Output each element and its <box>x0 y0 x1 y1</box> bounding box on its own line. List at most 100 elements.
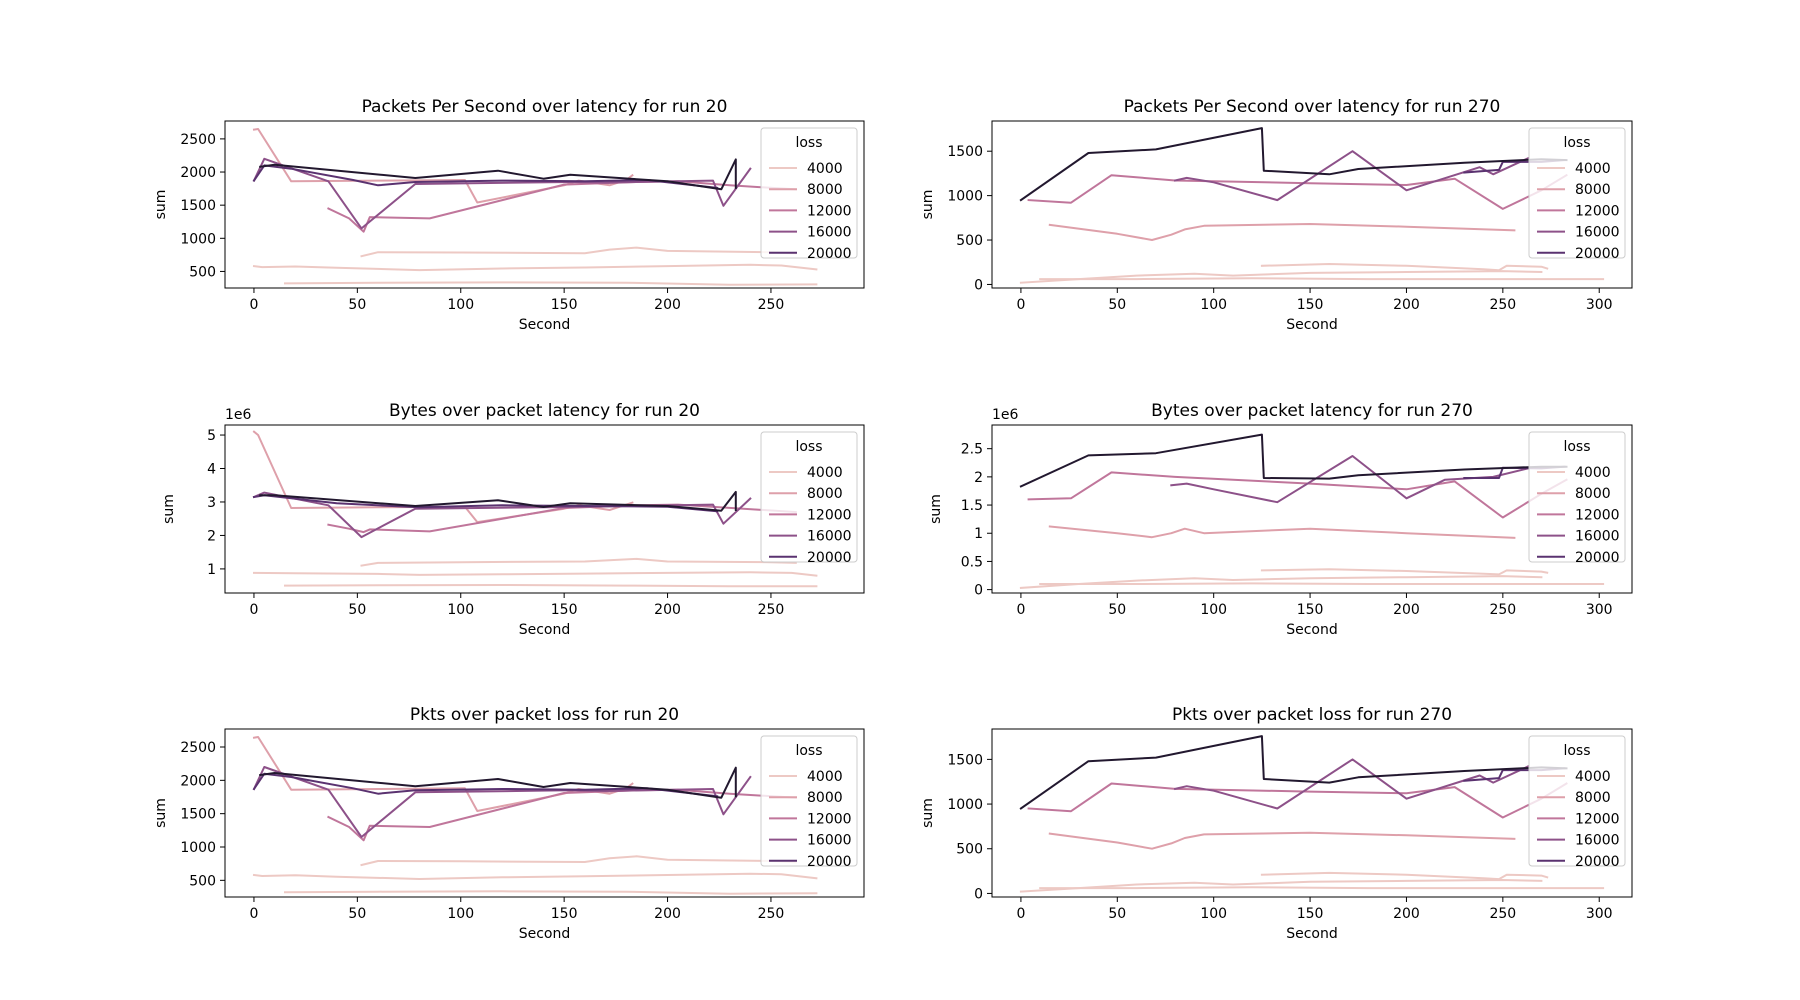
legend-box <box>760 735 858 867</box>
x-tick-label: 250 <box>758 602 785 618</box>
series-line-12000-4 <box>327 788 797 842</box>
y-tick-label: 0 <box>974 886 983 902</box>
subplot-5: 0 50 100 150 200 250 500 1000 1500 2000 2500 Pkts o… <box>153 705 865 942</box>
legend-title: loss <box>795 743 822 759</box>
x-tick-label: 100 <box>1200 297 1227 313</box>
x-tick-label: 50 <box>1108 906 1126 922</box>
x-tick-label: 200 <box>1393 602 1420 618</box>
x-axis-label: Second <box>519 926 571 942</box>
series-line-12000-4 <box>1027 782 1568 819</box>
series-line-4000-0 <box>1019 879 1543 893</box>
x-tick-label: 0 <box>1016 602 1025 618</box>
series-line-4000-1 <box>1039 886 1605 890</box>
x-tick-label: 50 <box>1108 602 1126 618</box>
series-line-12000-4 <box>1027 471 1568 519</box>
series-line-8000-3 <box>1048 223 1516 241</box>
series-lines <box>1019 735 1605 893</box>
series-line-8000-3 <box>1048 831 1516 850</box>
legend-title: loss <box>1563 743 1590 759</box>
legend-title: loss <box>795 439 822 455</box>
x-tick-label: 50 <box>348 906 366 922</box>
legend-title: loss <box>1563 439 1590 455</box>
legend-label: 8000 <box>1575 182 1611 198</box>
legend-label: 12000 <box>1575 811 1620 827</box>
x-tick-label: 150 <box>551 297 578 313</box>
series-line-24000-7 <box>259 158 737 191</box>
axes-frame <box>991 424 1633 594</box>
y-tick-label: 3 <box>207 495 216 511</box>
y-axis-label: sum <box>920 190 936 220</box>
legend: loss 4000 8000 12000 16000 20000 <box>1528 127 1626 262</box>
series-line-16000-5 <box>1173 150 1530 202</box>
chart-title: Bytes over packet latency for run 20 <box>389 401 700 421</box>
legend-title: loss <box>1563 135 1590 151</box>
x-tick-label: 150 <box>1297 602 1324 618</box>
legend-label: 20000 <box>1575 246 1620 262</box>
x-tick-label: 150 <box>551 602 578 618</box>
y-tick-label: 2500 <box>180 132 216 148</box>
chart-title: Bytes over packet latency for run 270 <box>1151 401 1473 421</box>
series-lines <box>1019 433 1605 589</box>
series-line-20000-6 <box>252 164 719 190</box>
legend: loss 4000 8000 12000 16000 20000 <box>760 431 858 566</box>
y-axis-label: sum <box>928 494 944 524</box>
legend-label: 20000 <box>807 550 852 566</box>
legend-label: 12000 <box>807 507 852 523</box>
legend-label: 12000 <box>1575 507 1620 523</box>
x-tick-label: 100 <box>447 297 474 313</box>
x-tick-label: 200 <box>1393 906 1420 922</box>
legend-label: 20000 <box>1575 550 1620 566</box>
series-line-20000-6 <box>252 772 719 798</box>
legend-label: 8000 <box>807 486 843 502</box>
y-tick-label: 1 <box>974 526 983 542</box>
legend-box <box>760 127 858 259</box>
y-tick-label: 2000 <box>180 165 216 181</box>
y-tick-label: 1500 <box>947 144 983 160</box>
y-tick-label: 1500 <box>180 807 216 823</box>
y-tick-label: 1000 <box>180 840 216 856</box>
legend-box <box>1528 735 1626 867</box>
x-tick-label: 0 <box>1016 297 1025 313</box>
series-line-4000-2 <box>360 246 797 258</box>
series-line-4000-1 <box>1039 582 1605 585</box>
y-tick-label: 0 <box>974 277 983 293</box>
y-tick-label: 4 <box>207 462 216 478</box>
series-line-4000-2 <box>360 855 797 867</box>
series-line-4000-0 <box>252 571 818 577</box>
series-line-4000-1 <box>1039 277 1605 281</box>
y-tick-label: 500 <box>189 873 216 889</box>
axes-frame <box>224 728 865 898</box>
series-line-12000-4 <box>327 180 797 233</box>
x-tick-label: 300 <box>1586 297 1613 313</box>
x-tick-label: 50 <box>348 297 366 313</box>
legend-label: 12000 <box>1575 203 1620 219</box>
y-tick-label: 2500 <box>180 740 216 756</box>
series-line-4000-0 <box>1019 575 1543 589</box>
series-lines <box>252 430 818 588</box>
series-line-12000-4 <box>1027 173 1568 210</box>
x-tick-label: 50 <box>348 602 366 618</box>
series-line-8000-3 <box>252 736 634 812</box>
legend: loss 4000 8000 12000 16000 20000 <box>1528 735 1626 870</box>
y-axis-label: sum <box>161 494 177 524</box>
legend-label: 4000 <box>807 161 843 177</box>
x-tick-label: 300 <box>1586 906 1613 922</box>
y-tick-label: 1.5 <box>961 498 983 514</box>
subplot-6: 0 50 100 150 200 250 300 0 500 1000 1500 Pkts over … <box>920 705 1633 942</box>
legend-label: 20000 <box>1575 854 1620 870</box>
x-tick-label: 200 <box>654 906 681 922</box>
legend-title: loss <box>795 135 822 151</box>
legend-label: 20000 <box>807 246 852 262</box>
series-lines <box>252 128 818 286</box>
series-line-16000-5 <box>1173 758 1530 810</box>
x-tick-label: 100 <box>447 906 474 922</box>
series-line-4000-2 <box>360 557 797 567</box>
series-line-4000-0 <box>1019 270 1543 284</box>
y-tick-label: 1000 <box>180 231 216 247</box>
legend-label: 16000 <box>1575 833 1620 849</box>
y-tick-label: 5 <box>207 428 216 444</box>
y-tick-label: 1 <box>207 562 216 578</box>
series-line-24000-7 <box>1019 433 1568 488</box>
subplot-1: 0 50 100 150 200 250 500 1000 1500 2000 2500 Packet… <box>153 97 865 333</box>
